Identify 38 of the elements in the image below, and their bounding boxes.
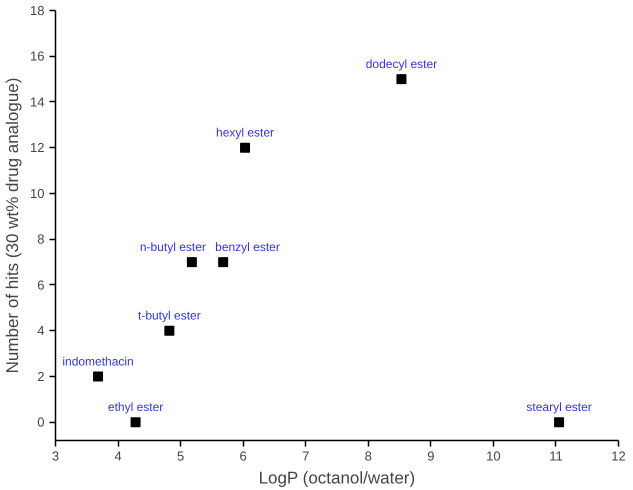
annotation: benzyl ester <box>215 240 280 254</box>
x-tick-label: 8 <box>364 448 372 464</box>
y-tick-label: 14 <box>30 94 45 110</box>
annotation: indomethacin <box>62 354 134 368</box>
x-tick-label: 4 <box>114 448 122 464</box>
point <box>396 74 406 84</box>
point <box>93 371 104 382</box>
x-tick-label: 11 <box>549 448 563 464</box>
y-tick-label: 10 <box>30 186 45 201</box>
y-axis-title: Number of hits (30 wt% drug analogue) <box>3 78 22 374</box>
x-tick-label: 10 <box>486 448 501 464</box>
y-tick-label: 16 <box>30 48 45 64</box>
annotation: ethyl ester <box>108 400 164 414</box>
annotation: hexyl ester <box>216 126 274 140</box>
annotation: t-butyl ester <box>138 308 201 323</box>
y-tick-label: 6 <box>37 277 45 292</box>
annotation: n-butyl ester <box>140 240 206 254</box>
point <box>240 142 250 153</box>
y-tick-label: 12 <box>30 140 45 156</box>
point <box>130 417 141 428</box>
x-tick-label: 3 <box>52 448 60 464</box>
x-tick-label: 9 <box>427 448 434 464</box>
annotation: dodecyl ester <box>366 57 438 72</box>
y-tick-label: 4 <box>37 323 45 338</box>
annotation: stearyl ester <box>526 400 592 414</box>
point <box>218 257 228 268</box>
x-tick-label: 7 <box>302 448 310 464</box>
x-tick-label: 6 <box>240 448 247 464</box>
x-axis-title: LogP (octanol/water) <box>258 468 416 488</box>
y-tick-label: 8 <box>37 232 45 247</box>
x-tick-label: 12 <box>611 448 626 464</box>
point <box>554 417 564 428</box>
y-tick-label: 0 <box>37 414 45 430</box>
x-tick-label: 5 <box>176 448 184 464</box>
y-tick-label: 2 <box>37 368 45 384</box>
point <box>186 257 197 268</box>
point <box>164 326 174 336</box>
y-tick-label: 18 <box>30 3 45 18</box>
